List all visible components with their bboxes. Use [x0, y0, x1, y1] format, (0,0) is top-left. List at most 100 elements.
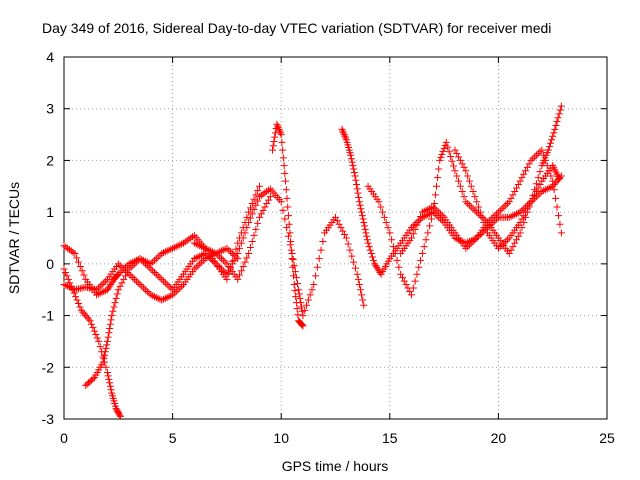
data-point — [294, 311, 302, 319]
data-point — [518, 215, 526, 223]
data-point — [556, 174, 564, 182]
data-point — [62, 243, 70, 251]
data-point — [149, 292, 157, 300]
data-point — [352, 181, 360, 189]
data-point — [151, 256, 158, 264]
data-point — [89, 375, 97, 383]
data-point — [243, 213, 251, 221]
data-point — [431, 191, 439, 199]
data-point — [538, 146, 546, 154]
data-point — [507, 212, 515, 220]
data-point — [431, 205, 439, 213]
data-point — [102, 277, 110, 285]
data-point — [502, 201, 510, 209]
data-point — [129, 262, 137, 270]
data-point — [86, 317, 94, 325]
data-point — [462, 244, 470, 252]
data-point — [183, 237, 191, 245]
data-point — [74, 300, 82, 308]
data-point — [290, 272, 298, 280]
data-point — [198, 243, 206, 251]
data-point — [178, 240, 186, 248]
data-point — [536, 189, 544, 197]
data-point — [105, 329, 113, 337]
data-point — [143, 262, 151, 270]
data-point — [111, 299, 119, 307]
data-point — [237, 229, 245, 237]
data-point — [297, 320, 305, 328]
data-point — [402, 281, 410, 289]
data-point — [118, 279, 126, 287]
data-point — [297, 303, 305, 311]
data-point — [225, 246, 233, 254]
data-point — [351, 172, 359, 180]
data-point — [103, 341, 111, 349]
data-point — [185, 235, 193, 243]
data-point — [114, 270, 122, 278]
data-point — [64, 244, 72, 252]
data-point — [353, 270, 361, 278]
data-point — [375, 198, 383, 206]
data-point — [161, 248, 169, 256]
data-point — [339, 129, 347, 137]
data-point — [156, 274, 164, 282]
data-point — [471, 206, 479, 214]
data-point — [239, 262, 247, 270]
data-point — [165, 282, 173, 290]
data-point — [147, 265, 155, 273]
data-point — [418, 208, 426, 216]
data-point — [290, 262, 298, 270]
data-point — [281, 169, 289, 177]
data-point — [427, 204, 435, 212]
data-point — [254, 219, 262, 227]
data-point — [61, 268, 69, 276]
data-point — [107, 386, 115, 394]
data-point — [246, 204, 254, 212]
data-point — [363, 236, 371, 244]
data-point — [482, 224, 490, 232]
data-point — [505, 198, 513, 206]
data-point — [274, 124, 282, 132]
data-point — [522, 167, 530, 175]
data-point — [351, 264, 359, 272]
data-point — [434, 174, 442, 182]
data-point — [236, 244, 244, 252]
data-point — [354, 275, 362, 283]
data-point — [190, 239, 198, 247]
data-point — [149, 267, 157, 275]
data-point — [165, 246, 173, 254]
series-sat-e — [269, 120, 307, 330]
data-point — [409, 230, 417, 238]
data-point — [223, 244, 231, 252]
data-point — [65, 283, 73, 291]
data-point — [557, 102, 565, 110]
data-point — [104, 372, 112, 380]
data-point — [347, 151, 355, 159]
data-point — [523, 163, 531, 171]
data-point — [232, 245, 240, 253]
data-point — [543, 162, 551, 170]
data-point — [163, 281, 171, 289]
data-point — [525, 201, 533, 209]
data-point — [138, 256, 146, 264]
data-point — [464, 200, 472, 208]
data-point — [319, 237, 327, 245]
data-point — [290, 281, 298, 289]
data-point — [498, 241, 506, 249]
data-point — [69, 248, 77, 256]
data-point — [293, 305, 301, 313]
data-point — [131, 260, 139, 268]
data-point — [160, 249, 168, 257]
data-point — [557, 229, 565, 237]
data-point — [252, 201, 260, 209]
data-point — [105, 375, 113, 383]
x-axis-ticks: 0 5 10 15 20 25 — [60, 57, 615, 446]
data-point — [547, 172, 555, 180]
data-point — [359, 296, 367, 304]
data-point — [278, 138, 286, 146]
data-point — [531, 153, 539, 161]
data-point — [252, 225, 260, 233]
data-point — [246, 214, 254, 222]
data-point — [507, 246, 515, 254]
data-point — [286, 229, 294, 237]
